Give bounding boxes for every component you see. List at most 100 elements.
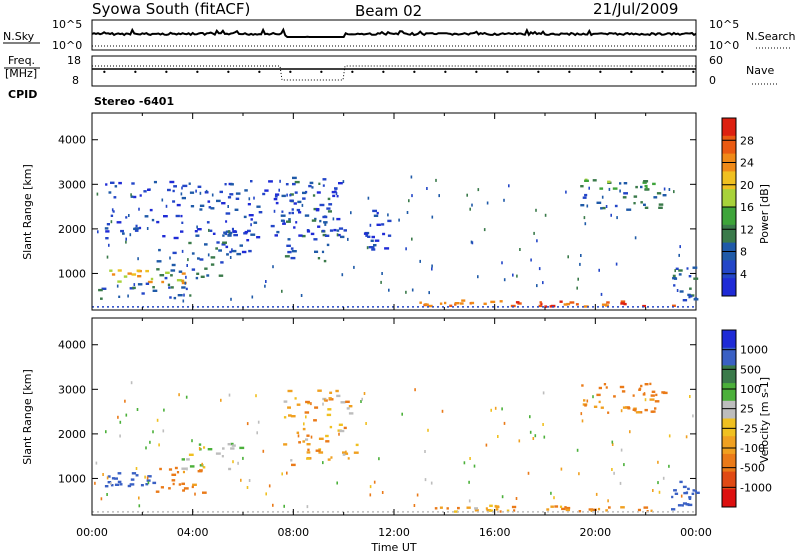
heatmap-cell [243,232,248,235]
heatmap-cell [322,233,327,237]
heatmap-speck [161,198,164,202]
heatmap-speck [246,486,249,489]
heatmap-speck [250,223,252,227]
heatmap-cell [133,195,137,199]
nave-dip-marker: • [660,68,665,77]
heatmap-speck [230,297,232,301]
heatmap-cell [633,202,636,205]
heatmap-cell [196,272,200,275]
heatmap-cell [291,250,297,253]
heatmap-cell [134,227,140,230]
nsky-label: N.Sky [3,30,35,43]
beam-title: Beam 02 [355,2,422,20]
heatmap-cell [592,179,597,182]
heatmap-cell [162,235,166,238]
heatmap-cell [289,199,294,202]
heatmap-cell [292,182,296,186]
heatmap-cell [268,180,273,183]
heatmap-cell [178,483,182,486]
heatmap-cell [231,249,237,253]
heatmap-cell [172,189,175,193]
heatmap-speck [246,422,249,426]
heatmap-speck [224,231,226,235]
heatmap-cell [621,390,626,393]
heatmap-cell [152,481,157,485]
velocity-colorbar-segment [722,436,736,455]
heatmap-speck [410,175,413,179]
heatmap-cell [683,491,688,495]
heatmap-speck [430,481,433,485]
heatmap-cell [135,224,138,228]
heatmap-speck [419,259,421,263]
heatmap-cell [384,247,390,250]
heatmap-cell [495,508,499,511]
heatmap-speck [431,267,433,271]
heatmap-speck [345,450,347,454]
heatmap-cell [319,219,322,223]
heatmap-cell [426,303,429,306]
heatmap-speck [116,284,119,288]
date-title: 21/Jul/2009 [593,0,678,18]
heatmap-cell [131,182,135,185]
heatmap-cell [457,506,460,510]
nave-dip-marker: • [474,68,479,77]
heatmap-cell [374,239,380,242]
heatmap-cell [606,301,610,304]
heatmap-speck [414,388,416,392]
heatmap-speck [533,231,535,235]
heatmap-speck [136,408,139,411]
heatmap-cell [114,185,118,188]
heatmap-speck [608,187,611,191]
heatmap-cell [231,227,234,231]
heatmap-cell [180,214,183,218]
heatmap-cell [335,389,339,393]
heatmap-cell [169,296,172,299]
heatmap-speck [369,485,372,489]
heatmap-cell [221,455,224,458]
heatmap-speck [248,479,251,482]
heatmap-cell [590,509,593,512]
heatmap-speck [515,497,518,500]
heatmap-cell [182,489,185,492]
heatmap-speck [283,220,285,224]
heatmap-cell [449,304,453,307]
heatmap-cell [127,272,132,275]
heatmap-speck [125,237,127,241]
velocity-colorbar-tick-label: -100 [740,442,765,455]
heatmap-speck [607,499,609,503]
heatmap-cell [685,491,689,494]
heatmap-speck [186,467,188,471]
heatmap-speck [256,431,258,435]
heatmap-speck [490,408,492,412]
heatmap-speck [110,220,113,224]
heatmap-cell [353,451,359,454]
heatmap-speck [508,184,510,188]
heatmap-cell [182,470,185,474]
heatmap-cell [210,263,215,266]
heatmap-cell [129,483,135,486]
heatmap-cell [111,273,116,276]
heatmap-cell [181,221,184,224]
heatmap-cell [305,438,309,441]
heatmap-cell [334,187,338,190]
heatmap-cell [181,286,186,289]
heatmap-speck [310,402,312,406]
heatmap-speck [611,468,613,471]
heatmap-cell [106,223,110,226]
heatmap-speck [579,262,581,266]
heatmap-cell [181,482,185,485]
heatmap-cell [339,429,345,433]
heatmap-speck [544,213,547,217]
heatmap-cell [338,423,343,426]
heatmap-cell [172,482,175,486]
heatmap-cell [167,188,171,192]
heatmap-speck [283,504,285,508]
heatmap-cell [323,259,327,263]
nsearch-tick-hi: 10^5 [709,18,739,31]
heatmap-cell [679,290,684,293]
heatmap-cell [294,191,298,194]
heatmap-cell [600,207,603,210]
heatmap-cell [653,196,658,199]
heatmap-speck [180,192,183,196]
